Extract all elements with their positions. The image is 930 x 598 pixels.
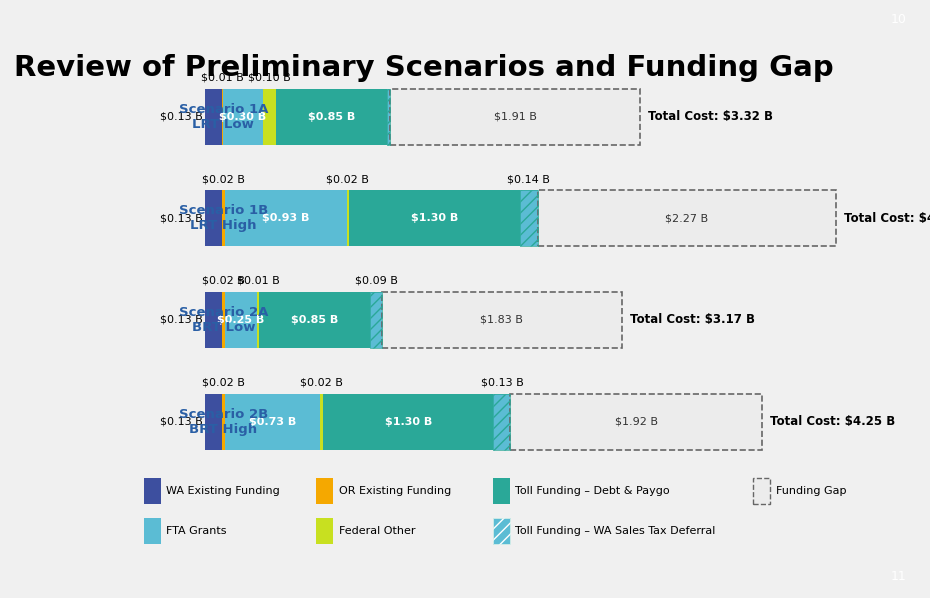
Text: Toll Funding – WA Sales Tax Deferral: Toll Funding – WA Sales Tax Deferral — [515, 526, 715, 536]
Bar — [494, 393, 511, 450]
Bar — [316, 478, 333, 504]
Text: Total Cost: $3.17 B: Total Cost: $3.17 B — [630, 313, 755, 327]
Bar — [222, 292, 225, 348]
Bar — [753, 478, 770, 504]
Text: $0.02 B: $0.02 B — [202, 174, 245, 184]
Bar — [262, 89, 276, 145]
Text: Toll Funding – Debt & Paygo: Toll Funding – Debt & Paygo — [515, 486, 670, 496]
Bar — [144, 518, 161, 544]
Text: $1.91 B: $1.91 B — [494, 112, 537, 121]
Text: $0.02 B: $0.02 B — [202, 276, 245, 286]
Text: $0.13 B: $0.13 B — [160, 315, 203, 325]
Text: 10: 10 — [891, 13, 907, 26]
Bar — [494, 393, 511, 450]
Bar — [493, 518, 510, 544]
Text: Scenario 1B
LRT High: Scenario 1B LRT High — [179, 205, 268, 232]
Text: $0.13 B: $0.13 B — [160, 112, 203, 121]
Text: $0.85 B: $0.85 B — [308, 112, 355, 121]
Bar — [222, 89, 223, 145]
Bar — [390, 89, 640, 145]
Text: $0.02 B: $0.02 B — [326, 174, 369, 184]
Text: Review of Preliminary Scenarios and Funding Gap: Review of Preliminary Scenarios and Fund… — [14, 54, 833, 83]
Text: Funding Gap: Funding Gap — [776, 486, 846, 496]
Bar — [222, 393, 225, 450]
Bar — [520, 190, 538, 246]
Text: $0.01 B: $0.01 B — [236, 276, 279, 286]
Text: 11: 11 — [891, 570, 907, 582]
Text: $0.10 B: $0.10 B — [247, 72, 290, 83]
Bar — [511, 393, 763, 450]
Bar — [222, 190, 225, 246]
Bar — [323, 393, 494, 450]
Bar — [144, 478, 161, 504]
Text: $0.13 B: $0.13 B — [160, 417, 203, 426]
Text: $0.02 B: $0.02 B — [202, 377, 245, 388]
Text: $0.73 B: $0.73 B — [249, 417, 296, 426]
Text: $0.01 B: $0.01 B — [201, 72, 244, 83]
Text: $0.14 B: $0.14 B — [508, 174, 551, 184]
Text: Scenario 2B
BRT High: Scenario 2B BRT High — [179, 408, 268, 435]
Bar — [382, 292, 622, 348]
Bar — [316, 518, 333, 544]
Bar — [205, 89, 222, 145]
Text: $2.27 B: $2.27 B — [665, 213, 709, 223]
Text: $0.93 B: $0.93 B — [262, 213, 310, 223]
Bar — [493, 518, 510, 544]
Text: Scenario 2A
BRT Low: Scenario 2A BRT Low — [179, 306, 268, 334]
Text: $1.30 B: $1.30 B — [385, 417, 432, 426]
Bar — [205, 292, 222, 348]
Text: Total Cost: $4.25 B: Total Cost: $4.25 B — [770, 415, 896, 428]
Bar — [370, 292, 382, 348]
Bar — [520, 190, 538, 246]
Text: $1.83 B: $1.83 B — [481, 315, 524, 325]
Bar — [225, 292, 258, 348]
Text: Total Cost: $4.81 B: Total Cost: $4.81 B — [844, 212, 930, 225]
Bar — [493, 478, 510, 504]
Bar — [276, 89, 387, 145]
Bar — [538, 190, 836, 246]
Bar — [370, 292, 382, 348]
Bar — [205, 190, 222, 246]
Bar — [225, 393, 320, 450]
Text: $0.85 B: $0.85 B — [291, 315, 339, 325]
Text: Federal Other: Federal Other — [339, 526, 415, 536]
Text: $0.30 B: $0.30 B — [219, 112, 267, 121]
Bar — [225, 190, 347, 246]
Text: $0.02 B: $0.02 B — [300, 377, 343, 388]
Text: $1.30 B: $1.30 B — [411, 213, 458, 223]
Bar — [349, 190, 520, 246]
Text: OR Existing Funding: OR Existing Funding — [339, 486, 451, 496]
Text: $0.09 B: $0.09 B — [354, 276, 397, 286]
Bar — [387, 89, 390, 145]
Text: $0.25 B: $0.25 B — [218, 315, 265, 325]
Bar — [223, 89, 262, 145]
Text: Total Cost: $3.32 B: Total Cost: $3.32 B — [648, 110, 773, 123]
Text: $0.13 B: $0.13 B — [160, 213, 203, 223]
Text: FTA Grants: FTA Grants — [166, 526, 227, 536]
Bar — [387, 89, 390, 145]
Bar — [347, 190, 349, 246]
Bar — [320, 393, 323, 450]
Bar — [259, 292, 370, 348]
Text: Scenario 1A
LRT Low: Scenario 1A LRT Low — [179, 103, 268, 130]
Bar — [258, 292, 259, 348]
Bar — [205, 393, 222, 450]
Text: $0.13 B: $0.13 B — [481, 377, 524, 388]
Text: $1.92 B: $1.92 B — [615, 417, 658, 426]
Text: WA Existing Funding: WA Existing Funding — [166, 486, 280, 496]
